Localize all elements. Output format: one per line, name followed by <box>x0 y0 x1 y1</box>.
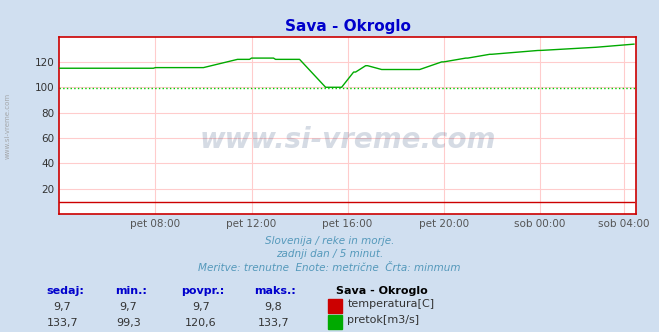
Text: 9,7: 9,7 <box>120 302 137 312</box>
Text: 9,8: 9,8 <box>265 302 282 312</box>
Text: Sava - Okroglo: Sava - Okroglo <box>336 286 428 296</box>
Text: 99,3: 99,3 <box>116 318 141 328</box>
Text: 9,7: 9,7 <box>54 302 71 312</box>
Text: pretok[m3/s]: pretok[m3/s] <box>347 315 419 325</box>
Text: min.:: min.: <box>115 286 147 296</box>
Text: 133,7: 133,7 <box>258 318 289 328</box>
Text: Meritve: trenutne  Enote: metrične  Črta: minmum: Meritve: trenutne Enote: metrične Črta: … <box>198 263 461 273</box>
Text: 133,7: 133,7 <box>47 318 78 328</box>
Text: 120,6: 120,6 <box>185 318 217 328</box>
Text: www.si-vreme.com: www.si-vreme.com <box>200 125 496 153</box>
Text: Slovenija / reke in morje.: Slovenija / reke in morje. <box>265 236 394 246</box>
Text: temperatura[C]: temperatura[C] <box>347 299 434 309</box>
Text: www.si-vreme.com: www.si-vreme.com <box>5 93 11 159</box>
Text: maks.:: maks.: <box>254 286 295 296</box>
Text: zadnji dan / 5 minut.: zadnji dan / 5 minut. <box>276 249 383 259</box>
Text: 9,7: 9,7 <box>192 302 210 312</box>
Text: sedaj:: sedaj: <box>46 286 84 296</box>
Text: povpr.:: povpr.: <box>181 286 225 296</box>
Title: Sava - Okroglo: Sava - Okroglo <box>285 19 411 34</box>
